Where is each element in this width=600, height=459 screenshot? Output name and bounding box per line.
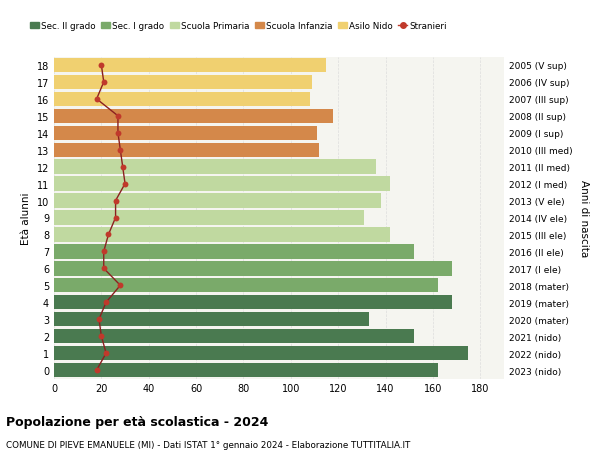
Point [92, 367, 101, 374]
Bar [54, 363, 437, 377]
Bar [54, 228, 391, 242]
Bar [54, 194, 381, 208]
Point [97, 333, 106, 340]
Point [113, 130, 123, 137]
Point [111, 197, 121, 205]
Legend: Sec. II grado, Sec. I grado, Scuola Primaria, Scuola Infanzia, Asilo Nido, Stran: Sec. II grado, Sec. I grado, Scuola Prim… [26, 18, 451, 34]
Point [92, 96, 101, 103]
Point [111, 214, 121, 222]
Text: COMUNE DI PIEVE EMANUELE (MI) - Dati ISTAT 1° gennaio 2024 - Elaborazione TUTTIT: COMUNE DI PIEVE EMANUELE (MI) - Dati IST… [6, 440, 410, 449]
Bar [54, 126, 317, 140]
Text: Popolazione per età scolastica - 2024: Popolazione per età scolastica - 2024 [6, 415, 268, 428]
Bar [54, 279, 437, 293]
Bar [54, 59, 326, 73]
Bar [54, 262, 452, 276]
Point [113, 113, 123, 120]
Point [101, 299, 111, 306]
Bar [54, 312, 369, 327]
Bar [54, 76, 312, 90]
Point [104, 231, 113, 239]
Bar [54, 92, 310, 107]
Bar [54, 245, 414, 259]
Point [97, 62, 106, 69]
Bar [54, 296, 452, 310]
Point [101, 350, 111, 357]
Bar [54, 346, 469, 360]
Bar [54, 211, 364, 225]
Bar [54, 109, 334, 124]
Y-axis label: Anni di nascita: Anni di nascita [579, 179, 589, 257]
Point [99, 248, 109, 256]
Bar [54, 177, 391, 191]
Point [116, 282, 125, 289]
Y-axis label: Età alunni: Età alunni [21, 192, 31, 244]
Point [99, 79, 109, 86]
Point [99, 265, 109, 273]
Point [116, 147, 125, 154]
Bar [54, 329, 414, 344]
Bar [54, 160, 376, 174]
Bar [54, 143, 319, 157]
Point [118, 163, 127, 171]
Point [94, 316, 104, 323]
Point [120, 180, 130, 188]
